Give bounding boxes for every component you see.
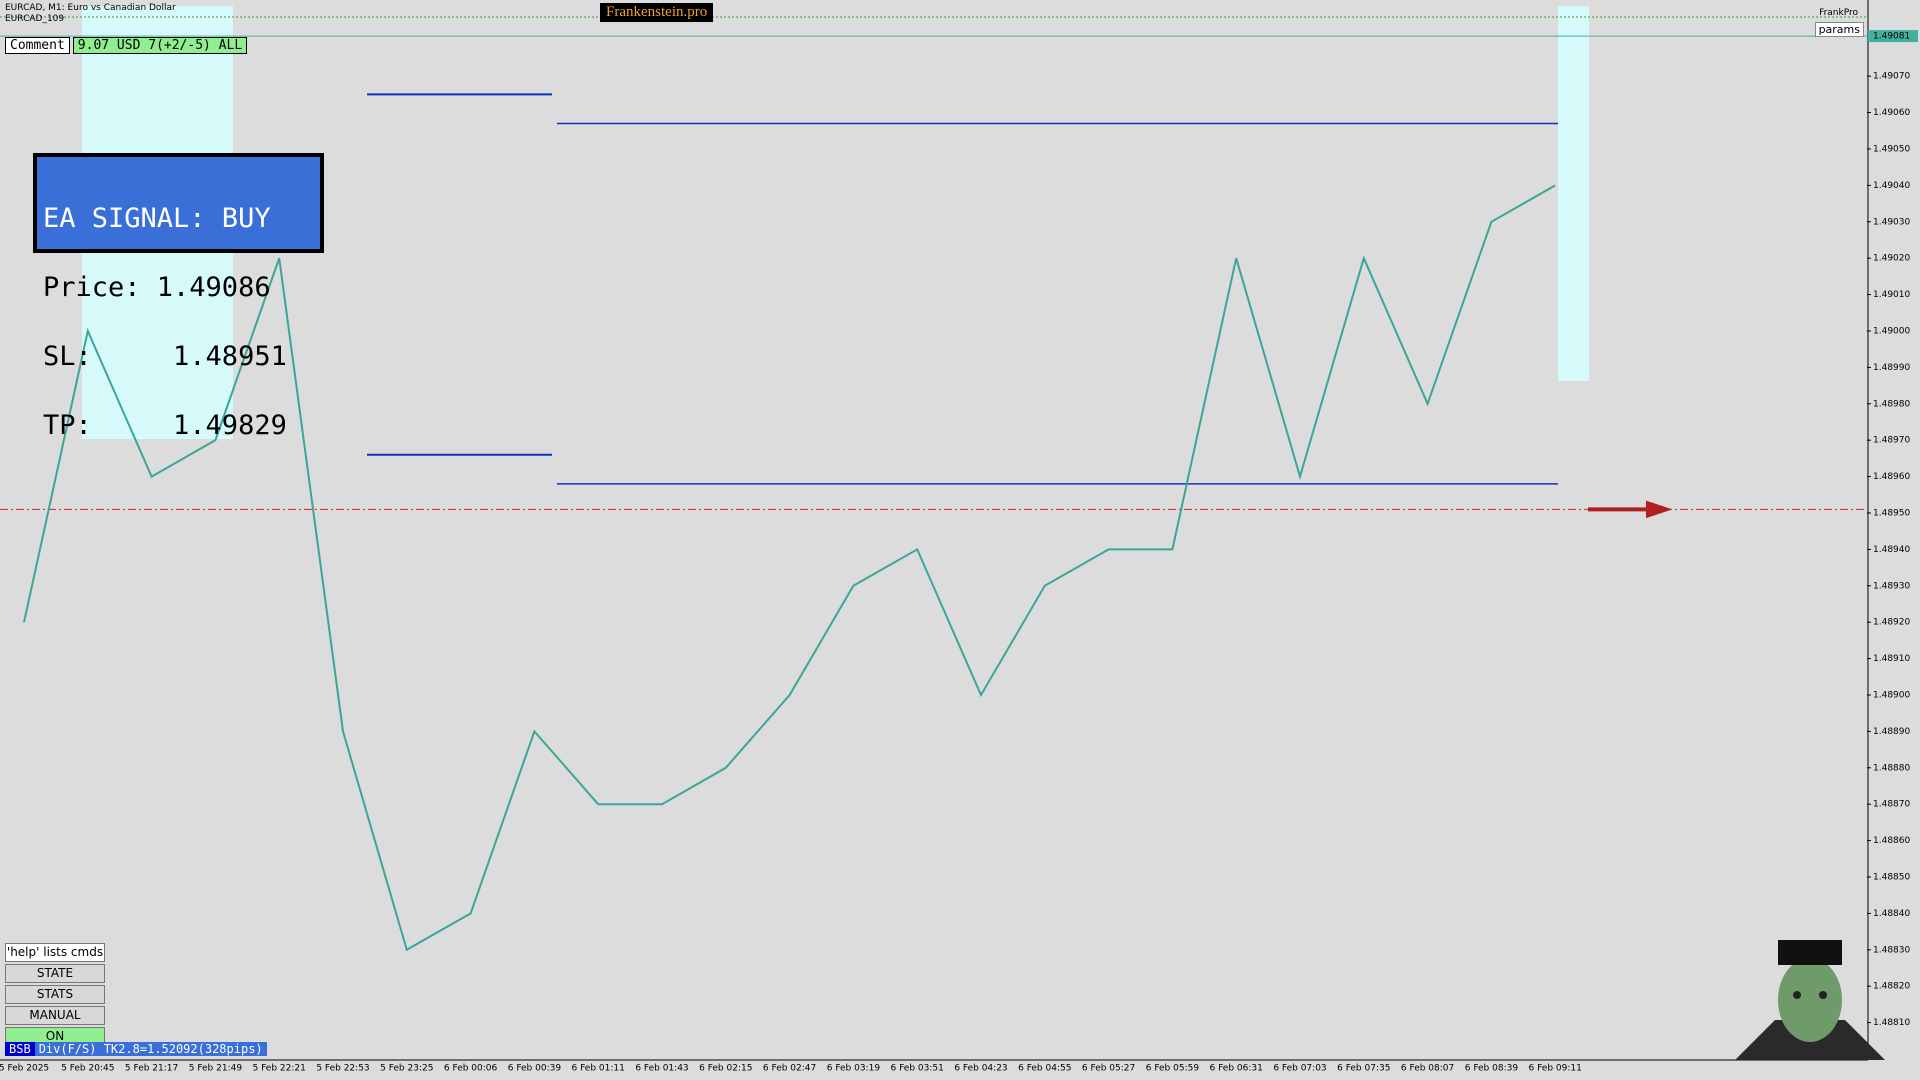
signal-line: EA SIGNAL: BUY (43, 203, 271, 234)
y-tick-label: 1.48900 (1873, 690, 1910, 700)
y-tick-label: 1.48890 (1873, 727, 1910, 737)
y-tick-label: 1.48950 (1873, 508, 1910, 518)
y-tick-label: 1.49040 (1873, 181, 1910, 191)
current-price-box (1868, 30, 1918, 43)
x-tick-label: 6 Feb 04:23 (954, 1064, 1007, 1074)
x-tick-label: 5 Feb 21:17 (125, 1064, 178, 1074)
params-button[interactable]: params (1814, 22, 1864, 37)
x-tick-label: 5 Feb 20:45 (61, 1064, 114, 1074)
x-tick-label: 6 Feb 09:11 (1529, 1064, 1582, 1074)
x-tick-label: 5 Feb 23:25 (380, 1064, 433, 1074)
price-line (23, 184, 1556, 952)
current-price-label: 1.49081 (1873, 32, 1910, 42)
x-tick-label: 6 Feb 03:51 (891, 1064, 944, 1074)
y-tick-label: 1.48880 (1873, 763, 1910, 773)
y-tick-label: 1.49010 (1873, 290, 1910, 300)
signal-line: Price: 1.49086 (43, 272, 271, 303)
y-tick-label: 1.49020 (1873, 254, 1910, 264)
y-tick-label: 1.49030 (1873, 217, 1910, 227)
x-tick-label: 6 Feb 05:59 (1146, 1064, 1200, 1074)
signal-line: TP: 1.49829 (43, 410, 287, 441)
x-tick-label: 6 Feb 08:07 (1401, 1064, 1454, 1074)
x-tick-label: 6 Feb 02:15 (699, 1064, 752, 1074)
highlight-zone (1558, 6, 1589, 381)
y-tick-label: 1.48930 (1873, 581, 1910, 591)
status-bar: BSB Div(F/S) TK2.8=1.52092(328pips) (5, 1042, 267, 1056)
y-tick-label: 1.49050 (1873, 144, 1910, 154)
y-tick-label: 1.48830 (1873, 945, 1910, 955)
status-tag: BSB (5, 1042, 35, 1056)
symbol: EURCAD, M1: Euro vs Canadian Dollar (5, 3, 176, 13)
y-tick-label: 1.49000 (1873, 326, 1910, 336)
x-tick-label: 6 Feb 07:35 (1337, 1064, 1390, 1074)
x-tick-label: 6 Feb 01:11 (572, 1064, 625, 1074)
comment-value: 9.07 USD 7(+2/-5) ALL (72, 37, 248, 54)
x-tick-label: 6 Feb 08:39 (1465, 1064, 1519, 1074)
y-tick-label: 1.48820 (1873, 982, 1910, 992)
y-tick-label: 1.48980 (1873, 399, 1910, 409)
x-tick-label: 5 Feb 22:53 (316, 1064, 369, 1074)
x-tick-label: 5 Feb 2025 (0, 1064, 49, 1074)
y-tick-label: 1.48940 (1873, 545, 1910, 555)
x-tick-label: 6 Feb 00:39 (508, 1064, 562, 1074)
status-text: Div(F/S) TK2.8=1.52092(328pips) (38, 1042, 263, 1056)
x-tick-label: 6 Feb 04:55 (1018, 1064, 1071, 1074)
stop-arrow (1588, 500, 1673, 519)
y-tick-label: 1.49070 (1873, 72, 1910, 82)
signal-box: EA SIGNAL: BUY Price: 1.49086 SL: 1.4895… (33, 153, 324, 439)
x-tick-label: 6 Feb 07:03 (1273, 1064, 1326, 1074)
x-tick-label: 6 Feb 00:06 (444, 1064, 498, 1074)
y-tick-label: 1.48810 (1873, 1018, 1910, 1028)
subtitle: EURCAD_109 (5, 14, 65, 24)
help-button[interactable]: 'help' lists cmds (5, 943, 105, 962)
button-panel: 'help' lists cmds STATE STATS MANUAL ON (5, 943, 105, 1048)
manual-button[interactable]: MANUAL (5, 1006, 105, 1025)
state-button[interactable]: STATE (5, 964, 105, 983)
y-tick-label: 1.48920 (1873, 618, 1910, 628)
brand[interactable]: Frankenstein.pro (600, 3, 714, 22)
y-tick-label: 1.49060 (1873, 108, 1910, 118)
y-tick-label: 1.48860 (1873, 836, 1910, 846)
y-tick-label: 1.48840 (1873, 909, 1910, 919)
x-tick-label: 5 Feb 21:49 (189, 1064, 243, 1074)
x-tick-label: 6 Feb 01:43 (635, 1064, 688, 1074)
x-tick-label: 6 Feb 02:47 (763, 1064, 816, 1074)
x-tick-label: 5 Feb 22:21 (253, 1064, 306, 1074)
y-tick-label: 1.48910 (1873, 654, 1910, 664)
comment: Comment 9.07 USD 7(+2/-5) ALL (5, 37, 248, 54)
y-tick-label: 1.48870 (1873, 800, 1910, 810)
comment-label: Comment (5, 37, 70, 54)
x-tick-label: 6 Feb 03:19 (827, 1064, 881, 1074)
signal-line: SL: 1.48951 (43, 341, 287, 372)
x-tick-label: 6 Feb 05:27 (1082, 1064, 1135, 1074)
x-tick-label: 6 Feb 06:31 (1210, 1064, 1263, 1074)
y-tick-label: 1.48990 (1873, 363, 1910, 373)
y-tick-label: 1.48850 (1873, 872, 1910, 882)
y-tick-label: 1.48960 (1873, 472, 1910, 482)
y-tick-label: 1.48970 (1873, 436, 1910, 446)
user: FrankPro (1819, 8, 1858, 18)
mascot (1735, 940, 1885, 1060)
stats-button[interactable]: STATS (5, 985, 105, 1004)
